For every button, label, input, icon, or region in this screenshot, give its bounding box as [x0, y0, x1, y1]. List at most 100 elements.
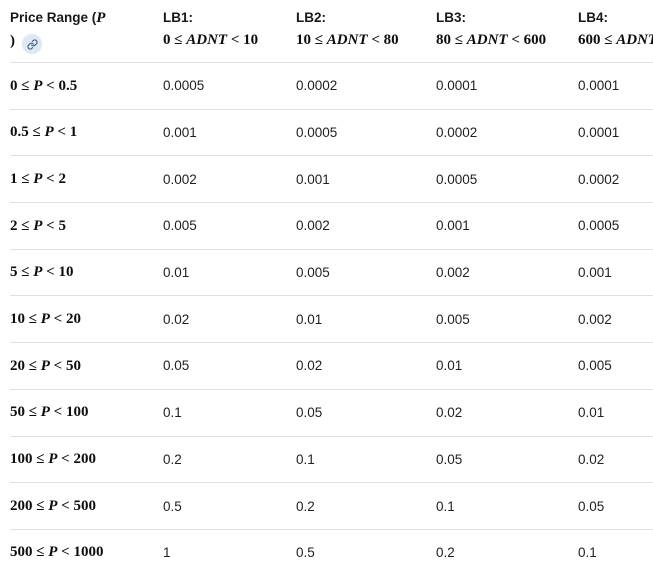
- lb2-formula-var: ADNT: [326, 31, 368, 48]
- range-pre: 500 ≤: [10, 544, 49, 561]
- range-post: < 1000: [57, 544, 104, 561]
- range-post: < 0.5: [42, 77, 78, 94]
- value-cell: 0.005: [163, 218, 197, 234]
- table-row: 0.5 ≤ P < 1 0.001 0.0005 0.0002 0.0001: [10, 108, 653, 156]
- range-post: < 1: [53, 124, 78, 141]
- value-cell: 0.02: [163, 311, 190, 327]
- value-cell: 0.005: [296, 265, 330, 281]
- price-range-label: Price Range (: [10, 10, 97, 25]
- value-cell: 0.001: [296, 171, 330, 187]
- table-row: 5 ≤ P < 10 0.01 0.005 0.002 0.001: [10, 248, 653, 296]
- table-row: 20 ≤ P < 50 0.05 0.02 0.01 0.005: [10, 342, 653, 389]
- range-var: P: [40, 357, 50, 374]
- lb3-formula-pre: 80 ≤: [436, 31, 467, 48]
- value-cell: 0.2: [296, 498, 315, 514]
- value-cell: 0.05: [578, 498, 605, 514]
- value-cell: 0.0005: [296, 125, 338, 141]
- table-row: 0 ≤ P < 0.5 0.0005 0.0002 0.0001 0.0001: [10, 62, 653, 109]
- price-range-cell: 200 ≤ P < 500: [10, 495, 163, 518]
- col-header-price-range: Price Range (P ): [10, 7, 163, 54]
- range-var: P: [40, 404, 50, 421]
- link-icon[interactable]: [22, 34, 43, 54]
- range-pre: 5 ≤: [10, 264, 34, 281]
- lb1-label: LB1:: [163, 10, 193, 25]
- price-range-cell: 20 ≤ P < 50: [10, 355, 163, 378]
- value-cell: 0.2: [163, 451, 182, 467]
- col-header-lb4: LB4: 600 ≤ ADNT: [578, 7, 653, 51]
- range-var: P: [33, 264, 43, 281]
- price-range-cell: 10 ≤ P < 20: [10, 308, 163, 331]
- range-var: P: [48, 544, 58, 561]
- value-cell: 0.001: [578, 265, 612, 281]
- range-var: P: [33, 77, 43, 94]
- value-cell: 0.05: [436, 451, 463, 467]
- range-var: P: [48, 451, 58, 468]
- table-row: 10 ≤ P < 20 0.02 0.01 0.005 0.002: [10, 295, 653, 342]
- value-cell: 1: [163, 545, 171, 561]
- range-pre: 1 ≤: [10, 170, 34, 187]
- value-cell: 0.02: [436, 405, 463, 421]
- value-cell: 0.5: [296, 545, 315, 561]
- price-range-cell: 500 ≤ P < 1000: [10, 541, 163, 564]
- table-row: 1 ≤ P < 2 0.002 0.001 0.0005 0.0002: [10, 155, 653, 202]
- lb1-formula-var: ADNT: [186, 31, 228, 48]
- value-cell: 0.05: [163, 358, 190, 374]
- price-range-header-line1: Price Range (P: [10, 7, 155, 30]
- value-cell: 0.02: [578, 451, 605, 467]
- lb2-formula-pre: 10 ≤: [296, 31, 327, 48]
- col-header-lb2: LB2: 10 ≤ ADNT < 80: [296, 7, 436, 51]
- range-post: < 100: [49, 404, 89, 421]
- value-cell: 0.01: [578, 405, 605, 421]
- value-cell: 0.0001: [578, 78, 620, 94]
- range-pre: 200 ≤: [10, 497, 49, 514]
- price-range-close-paren: ): [10, 32, 15, 49]
- range-post: < 5: [42, 217, 66, 234]
- range-pre: 100 ≤: [10, 451, 49, 468]
- value-cell: 0.01: [436, 358, 463, 374]
- value-cell: 0.0002: [296, 78, 338, 94]
- range-var: P: [33, 170, 43, 187]
- lb3-formula-var: ADNT: [466, 31, 508, 48]
- value-cell: 0.05: [296, 405, 323, 421]
- range-pre: 0.5 ≤: [10, 124, 45, 141]
- value-cell: 0.2: [436, 545, 455, 561]
- value-cell: 0.02: [296, 358, 323, 374]
- range-post: < 50: [49, 357, 81, 374]
- table-row: 500 ≤ P < 1000 1 0.5 0.2 0.1: [10, 528, 653, 576]
- lb2-label: LB2:: [296, 10, 326, 25]
- lb4-formula-pre: 600 ≤: [578, 31, 617, 48]
- value-cell: 0.0005: [578, 218, 620, 234]
- value-cell: 0.0001: [436, 78, 478, 94]
- lb2-formula: 10 ≤ ADNT < 80: [296, 29, 428, 52]
- table-row: 200 ≤ P < 500 0.5 0.2 0.1 0.05: [10, 482, 653, 529]
- range-pre: 2 ≤: [10, 217, 34, 234]
- value-cell: 0.005: [436, 311, 470, 327]
- lb1-formula: 0 ≤ ADNT < 10: [163, 29, 288, 52]
- value-cell: 0.002: [436, 265, 470, 281]
- value-cell: 0.01: [296, 311, 323, 327]
- price-range-cell: 5 ≤ P < 10: [10, 261, 163, 284]
- range-pre: 20 ≤: [10, 357, 41, 374]
- table-row: 100 ≤ P < 200 0.2 0.1 0.05 0.02: [10, 435, 653, 483]
- price-range-cell: 100 ≤ P < 200: [10, 448, 163, 471]
- range-pre: 0 ≤: [10, 77, 34, 94]
- value-cell: 0.002: [163, 171, 197, 187]
- range-post: < 2: [42, 170, 66, 187]
- value-cell: 0.0002: [436, 125, 478, 141]
- lb1-formula-post: < 10: [227, 31, 259, 48]
- value-cell: 0.0005: [163, 78, 205, 94]
- price-range-cell: 50 ≤ P < 100: [10, 401, 163, 424]
- price-range-cell: 1 ≤ P < 2: [10, 168, 163, 191]
- lb3-formula: 80 ≤ ADNT < 600: [436, 29, 570, 52]
- table-header-row: Price Range (P ) LB1: 0 ≤ ADNT < 10 LB2:…: [10, 0, 653, 62]
- price-range-cell: 0.5 ≤ P < 1: [10, 121, 163, 144]
- range-post: < 500: [57, 497, 96, 514]
- value-cell: 0.001: [163, 125, 197, 141]
- lb4-label: LB4:: [578, 10, 608, 25]
- range-post: < 200: [57, 451, 96, 468]
- lb1-formula-pre: 0 ≤: [163, 31, 187, 48]
- col-header-lb3: LB3: 80 ≤ ADNT < 600: [436, 7, 578, 51]
- value-cell: 0.0005: [436, 171, 478, 187]
- price-range-cell: 2 ≤ P < 5: [10, 215, 163, 238]
- range-post: < 10: [42, 264, 74, 281]
